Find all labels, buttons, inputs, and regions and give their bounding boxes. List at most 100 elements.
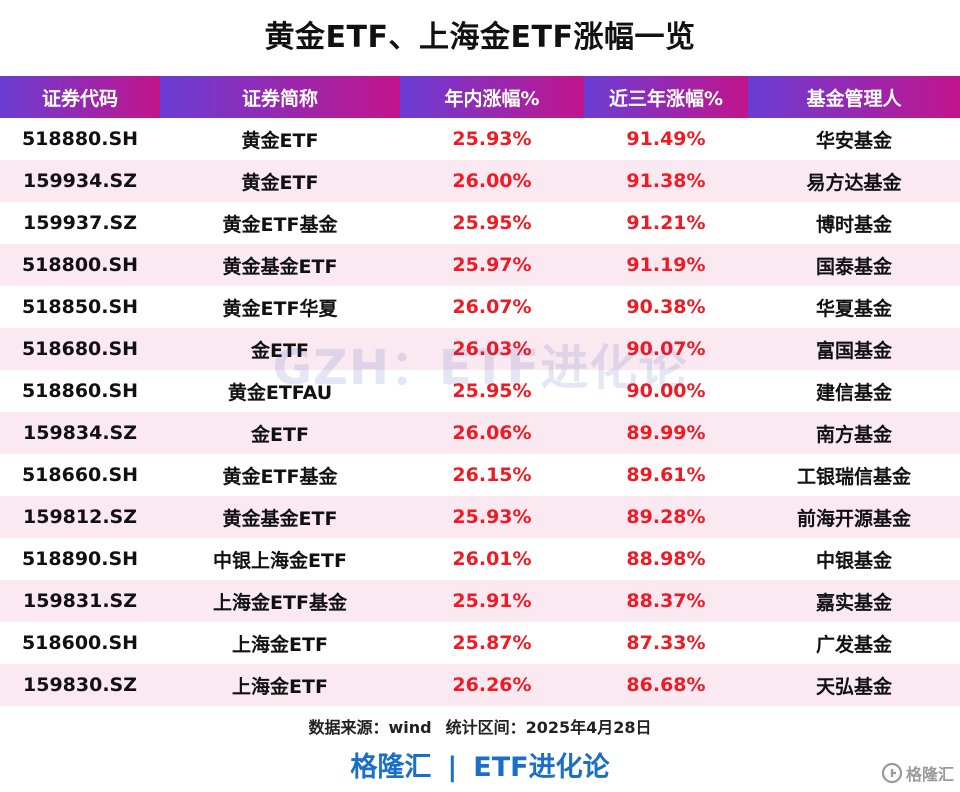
fund-manager-cell: 中银基金 bbox=[748, 538, 960, 580]
ytd-gain-cell: 26.15% bbox=[400, 454, 584, 496]
fund-manager-cell: 工银瑞信基金 bbox=[748, 454, 960, 496]
table-row: 159812.SZ 黄金基金ETF 25.93% 89.28% 前海开源基金 bbox=[0, 496, 960, 538]
three-year-gain-cell: 91.19% bbox=[584, 244, 748, 286]
header-ytd-gain: 年内涨幅% bbox=[400, 76, 584, 118]
security-code-cell: 159934.SZ bbox=[0, 160, 160, 202]
three-year-gain-cell: 91.38% bbox=[584, 160, 748, 202]
page-title: 黄金ETF、上海金ETF涨幅一览 bbox=[264, 20, 696, 55]
security-code-cell: 518600.SH bbox=[0, 622, 160, 664]
table-row: 518680.SH 金ETF 26.03% 90.07% 富国基金 bbox=[0, 328, 960, 370]
stat-period: 统计区间：2025年4月28日 bbox=[445, 718, 652, 737]
three-year-gain-cell: 90.00% bbox=[584, 370, 748, 412]
ytd-gain-cell: 25.93% bbox=[400, 496, 584, 538]
security-name-cell: 黄金ETF基金 bbox=[160, 454, 400, 496]
ytd-gain-cell: 26.26% bbox=[400, 664, 584, 706]
brand-name: 格隆汇 bbox=[350, 752, 432, 783]
security-name-cell: 金ETF bbox=[160, 328, 400, 370]
three-year-gain-cell: 90.38% bbox=[584, 286, 748, 328]
three-year-gain-cell: 87.33% bbox=[584, 622, 748, 664]
data-source: 数据来源：wind bbox=[308, 718, 432, 737]
ytd-gain-cell: 25.95% bbox=[400, 202, 584, 244]
table-header-row: 证券代码 证券简称 年内涨幅% 近三年涨幅% 基金管理人 bbox=[0, 76, 960, 118]
security-code-cell: 159937.SZ bbox=[0, 202, 160, 244]
three-year-gain-cell: 86.68% bbox=[584, 664, 748, 706]
security-name-cell: 上海金ETF bbox=[160, 622, 400, 664]
header-security-code: 证券代码 bbox=[0, 76, 160, 118]
table-row: 518660.SH 黄金ETF基金 26.15% 89.61% 工银瑞信基金 bbox=[0, 454, 960, 496]
header-fund-manager: 基金管理人 bbox=[748, 76, 960, 118]
etf-table: 证券代码 证券简称 年内涨幅% 近三年涨幅% 基金管理人 518880.SH 黄金ETF 2… bbox=[0, 76, 960, 706]
security-code-cell: 518680.SH bbox=[0, 328, 160, 370]
corner-logo: 格隆汇 bbox=[881, 760, 954, 786]
brand-separator: | bbox=[447, 752, 458, 783]
security-code-cell: 159834.SZ bbox=[0, 412, 160, 454]
header-3y-gain: 近三年涨幅% bbox=[584, 76, 748, 118]
fund-manager-cell: 富国基金 bbox=[748, 328, 960, 370]
header-security-name: 证券简称 bbox=[160, 76, 400, 118]
security-name-cell: 黄金基金ETF bbox=[160, 244, 400, 286]
table-row: 159834.SZ 金ETF 26.06% 89.99% 南方基金 bbox=[0, 412, 960, 454]
security-code-cell: 518890.SH bbox=[0, 538, 160, 580]
brand-account: ETF进化论 bbox=[473, 752, 610, 783]
ytd-gain-cell: 26.07% bbox=[400, 286, 584, 328]
ytd-gain-cell: 25.91% bbox=[400, 580, 584, 622]
security-code-cell: 518660.SH bbox=[0, 454, 160, 496]
fund-manager-cell: 易方达基金 bbox=[748, 160, 960, 202]
ytd-gain-cell: 26.00% bbox=[400, 160, 584, 202]
security-name-cell: 黄金基金ETF bbox=[160, 496, 400, 538]
three-year-gain-cell: 88.37% bbox=[584, 580, 748, 622]
fund-manager-cell: 天弘基金 bbox=[748, 664, 960, 706]
fund-manager-cell: 博时基金 bbox=[748, 202, 960, 244]
fund-manager-cell: 建信基金 bbox=[748, 370, 960, 412]
security-code-cell: 159812.SZ bbox=[0, 496, 160, 538]
table-row: 159937.SZ 黄金ETF基金 25.95% 91.21% 博时基金 bbox=[0, 202, 960, 244]
security-name-cell: 黄金ETF基金 bbox=[160, 202, 400, 244]
security-code-cell: 159830.SZ bbox=[0, 664, 160, 706]
security-code-cell: 518880.SH bbox=[0, 118, 160, 160]
footnote: 数据来源：wind 统计区间：2025年4月28日 bbox=[0, 716, 960, 740]
security-code-cell: 159831.SZ bbox=[0, 580, 160, 622]
gelonghui-logo-icon bbox=[881, 762, 903, 784]
ytd-gain-cell: 26.01% bbox=[400, 538, 584, 580]
fund-manager-cell: 华安基金 bbox=[748, 118, 960, 160]
fund-manager-cell: 华夏基金 bbox=[748, 286, 960, 328]
security-name-cell: 中银上海金ETF bbox=[160, 538, 400, 580]
ytd-gain-cell: 25.93% bbox=[400, 118, 584, 160]
security-name-cell: 上海金ETF基金 bbox=[160, 580, 400, 622]
ytd-gain-cell: 25.97% bbox=[400, 244, 584, 286]
table-row: 159830.SZ 上海金ETF 26.26% 86.68% 天弘基金 bbox=[0, 664, 960, 706]
table-row: 159831.SZ 上海金ETF基金 25.91% 88.37% 嘉实基金 bbox=[0, 580, 960, 622]
table-row: 518600.SH 上海金ETF 25.87% 87.33% 广发基金 bbox=[0, 622, 960, 664]
security-code-cell: 518800.SH bbox=[0, 244, 160, 286]
fund-manager-cell: 国泰基金 bbox=[748, 244, 960, 286]
security-name-cell: 黄金ETFAU bbox=[160, 370, 400, 412]
table-row: 159934.SZ 黄金ETF 26.00% 91.38% 易方达基金 bbox=[0, 160, 960, 202]
ytd-gain-cell: 26.03% bbox=[400, 328, 584, 370]
security-name-cell: 黄金ETF bbox=[160, 118, 400, 160]
three-year-gain-cell: 89.61% bbox=[584, 454, 748, 496]
three-year-gain-cell: 91.21% bbox=[584, 202, 748, 244]
security-code-cell: 518850.SH bbox=[0, 286, 160, 328]
security-code-cell: 518860.SH bbox=[0, 370, 160, 412]
three-year-gain-cell: 88.98% bbox=[584, 538, 748, 580]
three-year-gain-cell: 89.99% bbox=[584, 412, 748, 454]
ytd-gain-cell: 26.06% bbox=[400, 412, 584, 454]
table-row: 518860.SH 黄金ETFAU 25.95% 90.00% 建信基金 bbox=[0, 370, 960, 412]
three-year-gain-cell: 91.49% bbox=[584, 118, 748, 160]
table-row: 518890.SH 中银上海金ETF 26.01% 88.98% 中银基金 bbox=[0, 538, 960, 580]
table-row: 518850.SH 黄金ETF华夏 26.07% 90.38% 华夏基金 bbox=[0, 286, 960, 328]
corner-logo-text: 格隆汇 bbox=[905, 765, 954, 784]
security-name-cell: 黄金ETF bbox=[160, 160, 400, 202]
brand-line: 格隆汇 | ETF进化论 bbox=[0, 748, 960, 788]
fund-manager-cell: 前海开源基金 bbox=[748, 496, 960, 538]
fund-manager-cell: 广发基金 bbox=[748, 622, 960, 664]
ytd-gain-cell: 25.95% bbox=[400, 370, 584, 412]
three-year-gain-cell: 89.28% bbox=[584, 496, 748, 538]
security-name-cell: 上海金ETF bbox=[160, 664, 400, 706]
security-name-cell: 黄金ETF华夏 bbox=[160, 286, 400, 328]
table-row: 518880.SH 黄金ETF 25.93% 91.49% 华安基金 bbox=[0, 118, 960, 160]
ytd-gain-cell: 25.87% bbox=[400, 622, 584, 664]
three-year-gain-cell: 90.07% bbox=[584, 328, 748, 370]
table-body: 518880.SH 黄金ETF 25.93% 91.49% 华安基金 159934.SZ 黄… bbox=[0, 118, 960, 706]
security-name-cell: 金ETF bbox=[160, 412, 400, 454]
